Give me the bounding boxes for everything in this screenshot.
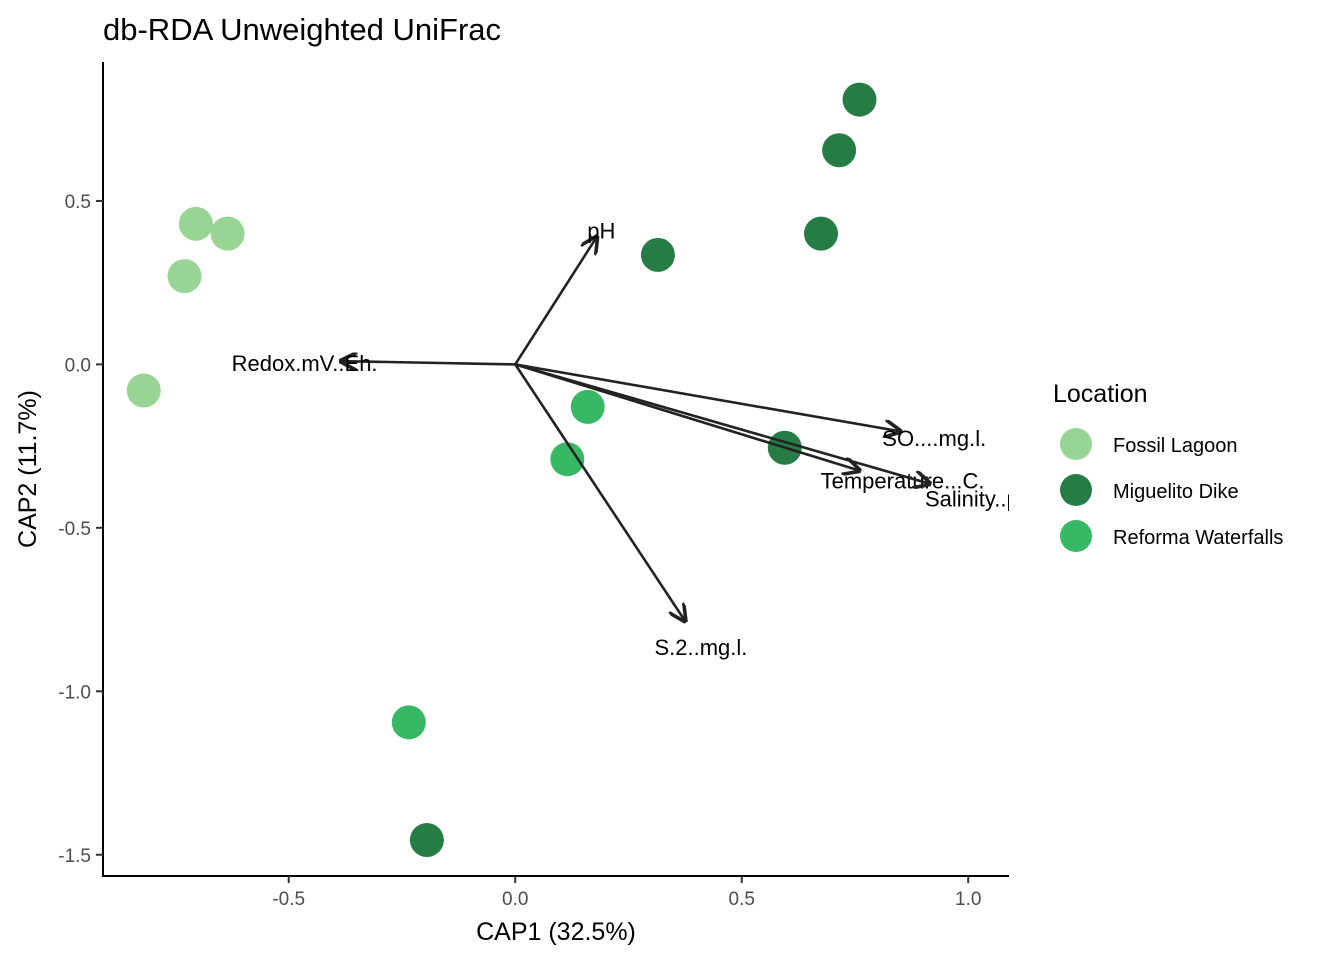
legend-swatch (1060, 474, 1092, 506)
data-point (570, 389, 605, 424)
legend-label: Reforma Waterfalls (1113, 527, 1283, 549)
legend-label: Miguelito Dike (1113, 481, 1239, 503)
data-point (550, 442, 585, 477)
vector-label: Temperature...C. (821, 468, 985, 493)
x-tick-label: 1.0 (955, 889, 981, 910)
vector-label: S.2..mg.l. (654, 635, 747, 660)
y-tick-label: -1.0 (58, 682, 91, 703)
data-point (391, 705, 426, 740)
data-point (210, 216, 245, 251)
vector-label: SO....mg.l. (882, 426, 986, 451)
legend-title: Location (1053, 380, 1148, 408)
data-point (822, 133, 857, 168)
data-point (167, 259, 202, 294)
data-point (640, 237, 675, 272)
vector-label: pH (587, 218, 615, 243)
y-tick-label: 0.0 (65, 355, 91, 376)
vector-arrow (514, 237, 597, 366)
vector-arrow (514, 363, 929, 483)
x-axis-title: CAP1 (32.5%) (476, 918, 636, 946)
legend: Location Fossil Lagoon Miguelito Dike Refo… (1053, 380, 1283, 552)
x-tick-label: 0.0 (502, 889, 528, 910)
y-tick-label: -1.5 (58, 846, 91, 867)
y-ticks: -1.5 -1.0 -0.5 0.0 0.5 (58, 192, 103, 867)
vectors-layer: pH Redox.mV..Eh. SO....mg.l. Temperature...… (232, 218, 1043, 660)
x-ticks: -0.5 0.0 0.5 1.0 (272, 876, 981, 910)
legend-label: Fossil Lagoon (1113, 435, 1238, 457)
vector-arrow (514, 363, 685, 621)
data-point (842, 82, 877, 117)
vector-arrow (515, 363, 900, 431)
vector-label: Redox.mV..Eh. (232, 351, 378, 376)
y-axis-title: CAP2 (11.7%) (14, 390, 42, 548)
x-tick-label: -0.5 (272, 889, 305, 910)
data-point (178, 206, 213, 241)
data-point (126, 373, 161, 408)
x-tick-label: 0.5 (729, 889, 755, 910)
vector-label: Salinity..ppt. (925, 486, 1043, 511)
y-tick-label: 0.5 (65, 192, 91, 213)
y-tick-label: -0.5 (58, 519, 91, 540)
points-layer (126, 82, 877, 858)
legend-swatch (1060, 520, 1092, 552)
chart-title: db-RDA Unweighted UniFrac (103, 12, 501, 47)
legend-items: Fossil Lagoon Miguelito Dike Reforma Water… (1060, 428, 1283, 552)
data-point (804, 216, 839, 251)
data-point (409, 823, 444, 858)
legend-swatch (1060, 428, 1092, 460)
vector-arrow (341, 361, 516, 364)
